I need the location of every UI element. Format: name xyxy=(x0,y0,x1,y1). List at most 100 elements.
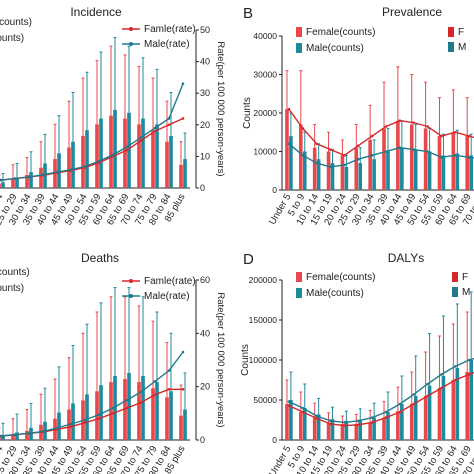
bar xyxy=(326,422,331,440)
bar xyxy=(368,422,372,440)
series-point xyxy=(13,177,17,180)
series-point xyxy=(181,350,185,354)
series-point xyxy=(69,425,73,428)
series-point xyxy=(454,378,457,382)
series-point xyxy=(139,401,143,404)
bar xyxy=(155,382,159,440)
series-point xyxy=(301,406,305,410)
bar xyxy=(413,396,418,440)
series-point xyxy=(125,406,129,410)
bar xyxy=(289,136,293,190)
bar xyxy=(372,159,376,190)
series-point xyxy=(301,154,305,157)
series-line xyxy=(288,357,474,424)
bar xyxy=(340,424,345,440)
series-point xyxy=(153,129,157,133)
series-point xyxy=(329,422,332,426)
bar xyxy=(344,420,349,440)
bar xyxy=(71,141,75,188)
y2-tick-label: 0 xyxy=(200,435,205,445)
bar xyxy=(29,427,33,440)
panel-C: Deaths 0 20 40 60 Rate(per 100 000 person-yea… xyxy=(0,251,226,474)
legend-label: e(counts) xyxy=(0,267,30,278)
legend-label: le(counts) xyxy=(0,17,32,28)
series-point xyxy=(181,117,185,120)
panel-letter: D xyxy=(243,251,254,268)
series-point xyxy=(55,170,59,174)
series-point xyxy=(440,373,443,376)
bar xyxy=(15,177,19,188)
bar xyxy=(409,404,414,440)
bar xyxy=(141,118,145,188)
bar xyxy=(81,135,85,188)
legend-swatch xyxy=(296,43,302,53)
bar xyxy=(400,147,404,190)
bar xyxy=(11,433,15,440)
series-point xyxy=(440,134,443,138)
bar xyxy=(99,118,103,188)
series-point xyxy=(398,146,402,149)
bar xyxy=(39,167,43,188)
bar xyxy=(465,136,470,190)
legend-label: Famle(rate) xyxy=(144,24,196,35)
y2-axis-label: Rate(per 100 000 person-years) xyxy=(215,41,226,176)
series-point xyxy=(398,410,402,414)
bar xyxy=(155,124,159,188)
bar xyxy=(285,404,289,440)
series-point xyxy=(97,159,101,163)
bar xyxy=(165,141,169,188)
bar xyxy=(109,382,113,440)
bar xyxy=(437,388,442,440)
series-point xyxy=(83,418,87,422)
bar xyxy=(299,124,303,190)
bar xyxy=(441,155,446,190)
series-point xyxy=(343,421,346,424)
series-point xyxy=(153,380,157,383)
bar xyxy=(123,118,127,188)
bar xyxy=(451,380,456,440)
bar xyxy=(302,408,307,440)
bar xyxy=(382,417,386,440)
bar xyxy=(29,172,33,188)
bar xyxy=(151,130,155,188)
y2-tick-label: 10 xyxy=(200,151,210,161)
y-tick-label: 40000 xyxy=(253,31,277,41)
bar xyxy=(386,151,390,190)
legend-swatch xyxy=(452,272,458,282)
legend-marker xyxy=(129,42,133,46)
series-point xyxy=(356,144,360,148)
bar xyxy=(71,403,75,440)
bar xyxy=(1,182,5,188)
series-point xyxy=(454,154,457,157)
series-point xyxy=(111,153,115,157)
bar xyxy=(179,415,183,440)
bar xyxy=(285,109,289,190)
series-point xyxy=(467,373,471,376)
series-point xyxy=(384,410,388,414)
series-point xyxy=(356,157,360,161)
series-point xyxy=(467,134,471,138)
series-point xyxy=(329,148,332,151)
series-point xyxy=(287,107,291,111)
series-line xyxy=(288,108,474,157)
y2-tick-label: 60 xyxy=(200,275,210,285)
bar xyxy=(316,159,321,190)
panel-title: Incidence xyxy=(70,5,122,19)
series-point xyxy=(125,145,129,149)
y-tick-label: 50000 xyxy=(253,395,277,405)
bar xyxy=(137,124,141,188)
bar xyxy=(427,151,432,190)
legend-marker xyxy=(129,27,133,31)
series-point xyxy=(27,175,31,179)
series-point xyxy=(467,155,471,159)
series-point xyxy=(125,398,129,402)
series-point xyxy=(370,154,374,157)
series-point xyxy=(167,388,171,391)
series-point xyxy=(412,393,416,396)
series-point xyxy=(384,125,388,128)
bar xyxy=(169,135,173,188)
y2-tick-label: 50 xyxy=(200,25,210,35)
legend-label: Male(rate) xyxy=(144,39,190,50)
y-axis-label: Counts xyxy=(240,344,251,376)
bar xyxy=(423,396,428,440)
